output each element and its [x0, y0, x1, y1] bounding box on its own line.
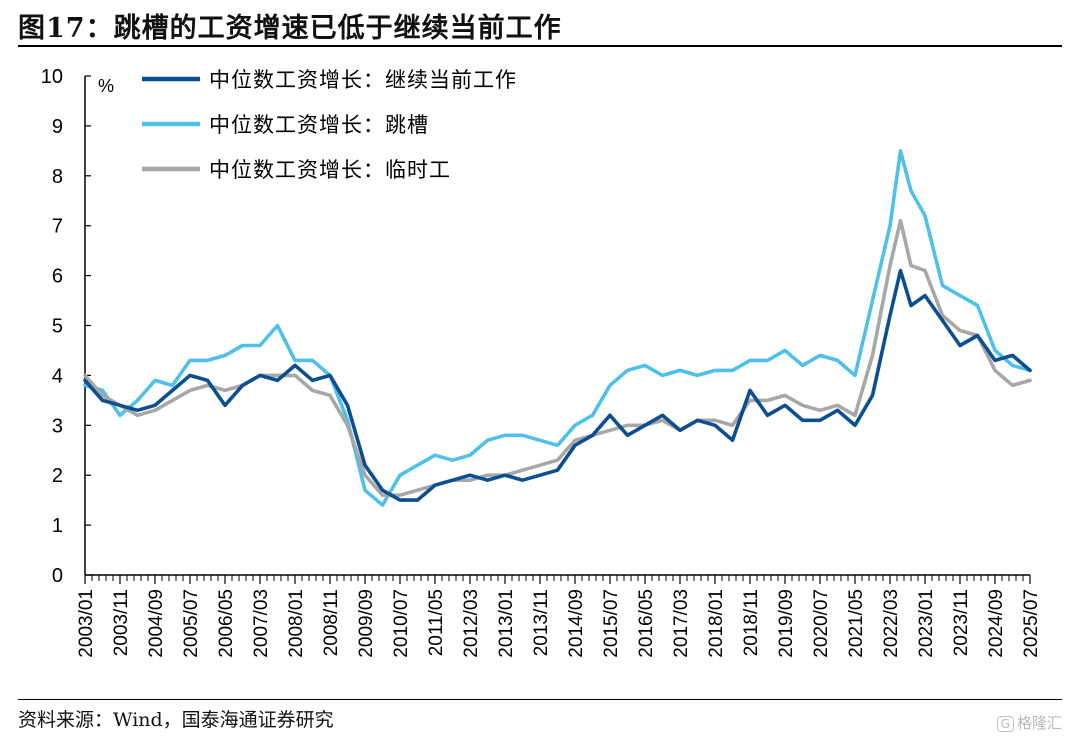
x-tick-label: 2025/07 — [1021, 589, 1042, 658]
series-line-3 — [83, 218, 1032, 498]
x-tick-label: 2010/07 — [391, 589, 412, 658]
x-tick-label: 2016/05 — [636, 589, 657, 658]
legend-label: 中位数工资增长：临时工 — [209, 158, 451, 182]
x-tick-label: 2008/01 — [286, 589, 307, 658]
watermark: G 格隆汇 — [996, 712, 1062, 733]
y-tick-label: 3 — [52, 415, 63, 437]
source-note: 资料来源：Wind，国泰海通证券研究 — [18, 709, 334, 731]
series-line-2 — [83, 149, 1032, 507]
x-tick-label: 2021/05 — [846, 589, 867, 658]
x-tick-label: 2018/11 — [741, 589, 762, 656]
y-tick-label: 10 — [41, 66, 63, 88]
x-tick-label: 2019/09 — [776, 589, 797, 658]
y-axis: 0 1 2 3 4 5 6 7 8 9 10 — [41, 66, 91, 587]
x-tick-label: 2024/09 — [986, 589, 1007, 658]
y-tick-label: 4 — [52, 365, 63, 387]
y-tick-label: 1 — [52, 515, 63, 537]
y-tick-label: 9 — [52, 116, 63, 138]
legend-label: 中位数工资增长：继续当前工作 — [209, 68, 517, 92]
legend-label: 中位数工资增长：跳槽 — [209, 113, 429, 137]
x-tick-label: 2008/11 — [321, 589, 342, 656]
x-tick-label: 2011/05 — [426, 589, 447, 656]
x-tick-label: 2009/09 — [356, 589, 377, 658]
x-tick-label: 2017/03 — [671, 589, 692, 658]
source-rule — [18, 699, 1062, 700]
figure-title: 图17：跳槽的工资增速已低于继续当前工作 — [18, 13, 562, 44]
x-tick-label: 2007/03 — [251, 589, 272, 658]
y-tick-label: 2 — [52, 465, 63, 487]
x-tick-label: 2004/09 — [146, 589, 167, 658]
x-tick-label: 2013/01 — [496, 589, 517, 658]
x-tick-label: 2005/07 — [181, 589, 202, 658]
x-tick-label: 2006/05 — [216, 589, 237, 658]
series-lines — [83, 149, 1032, 507]
x-tick-label: 2014/09 — [566, 589, 587, 658]
x-tick-label: 2022/03 — [881, 589, 902, 658]
watermark-logo-icon: G — [996, 716, 1014, 732]
y-tick-label: 6 — [52, 266, 63, 288]
y-tick-label: 5 — [52, 316, 63, 338]
x-tick-label: 2020/07 — [811, 589, 832, 658]
title-rule — [18, 45, 1062, 47]
y-unit-label: % — [98, 76, 114, 96]
x-tick-label: 2023/01 — [916, 589, 937, 658]
x-tick-label: 2003/11 — [111, 589, 132, 656]
series-line-1 — [83, 268, 1032, 502]
watermark-text: 格隆汇 — [1016, 714, 1062, 732]
x-tick-label: 2018/01 — [706, 589, 727, 658]
x-tick-label: 2012/03 — [461, 589, 482, 658]
x-tick-label: 2023/11 — [951, 589, 972, 656]
y-tick-label: 7 — [52, 216, 63, 238]
x-axis: 2003/01 2003/11 2004/09 2005/07 2006/05 2007/… — [76, 574, 1042, 658]
y-tick-label: 0 — [52, 565, 63, 587]
x-tick-label: 2003/01 — [76, 589, 97, 658]
y-tick-label: 8 — [52, 166, 63, 188]
x-tick-label: 2013/11 — [531, 589, 552, 656]
line-chart: 0 1 2 3 4 5 6 7 8 9 10 2003/01 2003/11 2004/09 2005/0… — [41, 66, 1042, 658]
x-tick-label: 2015/07 — [601, 589, 622, 658]
